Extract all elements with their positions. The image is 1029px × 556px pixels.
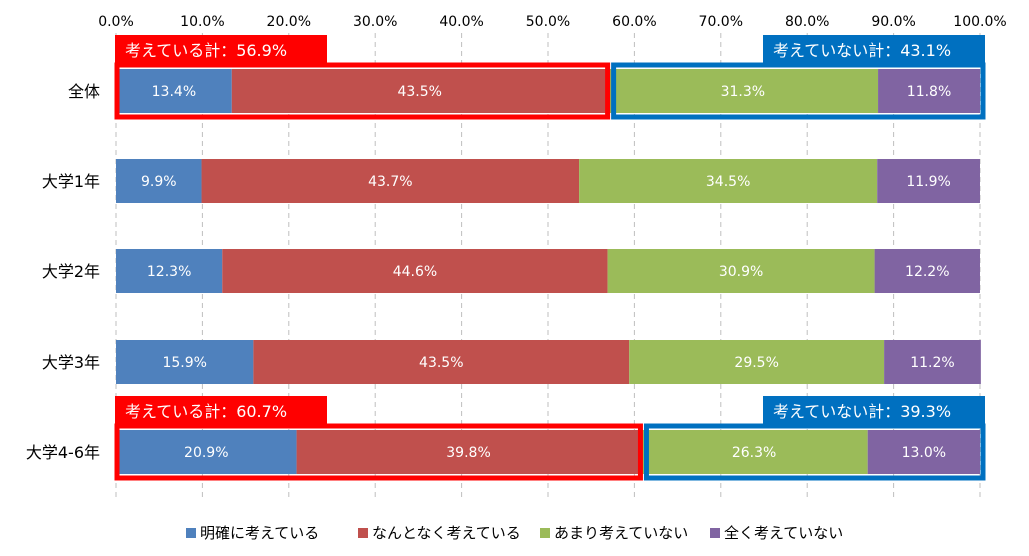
x-tick-label: 0.0% [98, 14, 134, 30]
bar-segment [296, 430, 641, 474]
segment-label: 13.0% [902, 445, 946, 461]
segment-label: 9.9% [141, 174, 177, 190]
x-tick-label: 60.0% [612, 14, 656, 30]
bar-segment [607, 249, 875, 293]
bar-segment [878, 69, 980, 113]
segment-label: 43.5% [419, 355, 463, 371]
annotation-text: 考えている計：56.9% [125, 41, 287, 60]
segment-label: 11.2% [910, 355, 954, 371]
bar-segment [877, 159, 980, 203]
legend-swatch [710, 528, 720, 538]
segment-label: 13.4% [152, 84, 196, 100]
segment-label: 26.3% [732, 445, 776, 461]
x-tick-label: 100.0% [953, 14, 1006, 30]
bar-segment [874, 249, 980, 293]
bar-segment [116, 249, 223, 293]
annotation-box [114, 62, 611, 120]
x-tick-label: 10.0% [180, 14, 224, 30]
bar-segment [116, 430, 297, 474]
x-tick-label: 90.0% [871, 14, 915, 30]
legend-swatch [540, 528, 550, 538]
segment-label: 44.6% [393, 264, 437, 280]
segment-label: 11.9% [906, 174, 950, 190]
x-tick-label: 70.0% [699, 14, 743, 30]
bar-segment [579, 159, 878, 203]
segment-label: 20.9% [184, 445, 228, 461]
annotation-text: 考えていない計：43.1% [773, 41, 951, 60]
legend-swatch [358, 528, 368, 538]
bar-segment [116, 69, 232, 113]
segment-label: 30.9% [719, 264, 763, 280]
bar-segment [116, 159, 202, 203]
annotation-box [114, 423, 643, 481]
bar-segment [607, 69, 879, 113]
segment-label: 43.7% [368, 174, 412, 190]
group-total-annotations: 考えている計：56.9% 考えていない計：43.1% 考えている計：60.7% 考えて… [114, 35, 986, 481]
x-axis-tick-labels: 0.0% 10.0% 20.0% 30.0% 40.0% 50.0% 60.0% 70.0% 8… [98, 14, 1006, 30]
legend-label: あまり考えていない [554, 524, 688, 542]
bar-segment [201, 159, 580, 203]
x-tick-label: 50.0% [526, 14, 570, 30]
legend-label: 全く考えていない [724, 524, 843, 542]
annotation-tab [115, 396, 327, 426]
segment-data-labels: 13.4% 43.5% 31.3% 11.8% 9.9% 43.7% 34.5% 11.9% 1… [141, 84, 955, 461]
annotation-text: 考えている計：60.7% [125, 402, 287, 421]
legend: 明確に考えている なんとなく考えている あまり考えていない 全く考えていない [186, 524, 843, 542]
x-tick-label: 30.0% [353, 14, 397, 30]
segment-label: 39.8% [446, 445, 490, 461]
bar-segment [629, 340, 885, 384]
bar-segment [640, 430, 868, 474]
legend-label: なんとなく考えている [372, 524, 521, 542]
bar-segment [884, 340, 981, 384]
bar-segment [231, 69, 608, 113]
annotation-tab [115, 35, 327, 65]
x-tick-label: 20.0% [267, 14, 311, 30]
annotation-text: 考えていない計：39.3% [773, 402, 951, 421]
bar-segment [253, 340, 630, 384]
category-label: 大学1年 [42, 172, 100, 191]
segment-label: 34.5% [706, 174, 750, 190]
annotation-tab [763, 35, 985, 65]
annotation-tab [763, 396, 985, 426]
x-tick-label: 40.0% [439, 14, 483, 30]
segment-label: 43.5% [397, 84, 441, 100]
legend-label: 明確に考えている [200, 524, 319, 542]
category-label: 大学2年 [42, 262, 100, 281]
legend-swatch [186, 528, 196, 538]
segment-label: 12.3% [147, 264, 191, 280]
segment-label: 15.9% [162, 355, 206, 371]
bar-segment [116, 340, 254, 384]
bar-segments [116, 69, 981, 474]
category-label: 全体 [68, 82, 100, 101]
bar-segment [222, 249, 608, 293]
segment-label: 29.5% [734, 355, 778, 371]
segment-label: 31.3% [721, 84, 765, 100]
bar-segment [867, 430, 980, 474]
category-label: 大学4-6年 [26, 443, 100, 462]
category-label: 大学3年 [42, 353, 100, 372]
segment-label: 11.8% [907, 84, 951, 100]
segment-label: 12.2% [905, 264, 949, 280]
x-tick-label: 80.0% [785, 14, 829, 30]
